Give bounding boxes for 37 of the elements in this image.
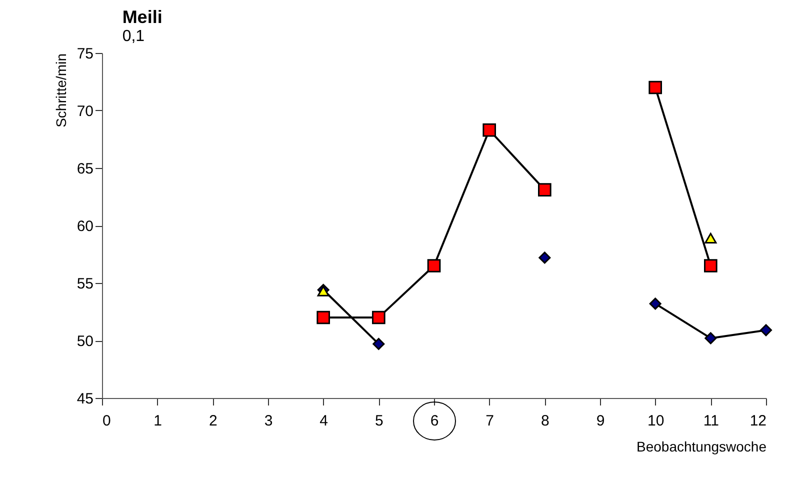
point (427, 259, 441, 272)
point (538, 252, 551, 264)
point (482, 123, 496, 137)
x-tick-label: 3 (264, 412, 273, 430)
y-tick-label: 75 (76, 46, 94, 62)
point (649, 298, 662, 310)
point (372, 338, 385, 350)
y-axis-title: Schritte/min (52, 54, 69, 128)
x-tick-label: 0 (102, 412, 111, 430)
y-tick-label: 70 (76, 103, 94, 120)
y-tick-label: 65 (76, 160, 94, 178)
point (372, 310, 386, 324)
x-tick-label: 7 (486, 412, 494, 430)
x-tick-label: 8 (540, 412, 550, 430)
x-axis-title: Beobachtungswoche (636, 438, 767, 454)
x-tick-label: 6 (430, 412, 439, 430)
x-tick-label: 2 (208, 412, 218, 430)
point (316, 310, 330, 324)
point (704, 232, 717, 244)
x-tick-label: 12 (750, 412, 766, 430)
point (538, 183, 552, 197)
y-tick-label: 55 (76, 276, 94, 292)
point (704, 259, 718, 272)
chart-subtitle: 0,1 (122, 28, 145, 45)
x-tick-label: 1 (154, 412, 162, 430)
y-tick-label: 50 (76, 333, 94, 350)
x-tick-label: 5 (374, 412, 384, 430)
point (760, 324, 772, 336)
y-tick-label: 60 (76, 218, 94, 235)
x-tick-label: 9 (596, 412, 605, 430)
y-tick-label: 45 (76, 390, 94, 408)
point (704, 332, 717, 344)
x-tick-label: 11 (703, 412, 719, 430)
chart-title: Meili (122, 7, 162, 27)
point (648, 80, 662, 94)
x-tick-label: 4 (320, 412, 328, 430)
x-tick-label: 10 (647, 412, 664, 430)
